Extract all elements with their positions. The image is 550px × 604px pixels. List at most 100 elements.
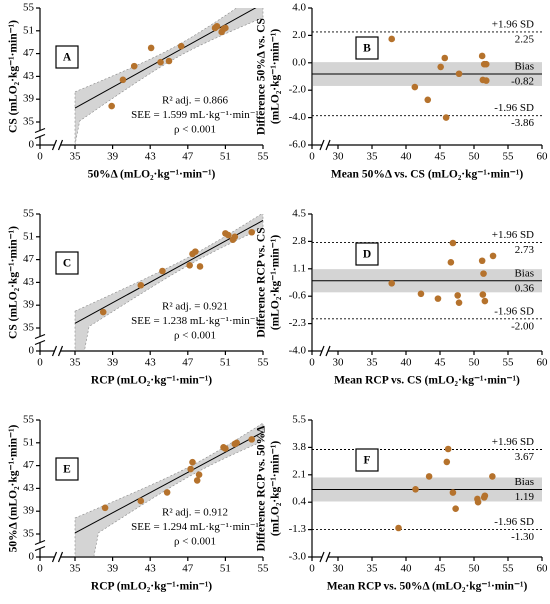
- reference-name: -1.96 SD: [494, 305, 534, 317]
- y-tick-label: 0.0: [292, 56, 306, 68]
- panel-label: F: [363, 455, 370, 467]
- y-tick-label: 47: [23, 47, 35, 59]
- x-axis-label: Mean RCP vs. CS (mLO₂·kg⁻¹·min⁻¹): [334, 375, 520, 387]
- x-tick-label: 55: [503, 563, 515, 575]
- x-tick-label: 43: [145, 151, 157, 163]
- x-tick-label: 0: [309, 563, 315, 575]
- y-tick-label: 2.1: [292, 468, 306, 480]
- data-point: [412, 486, 419, 493]
- axis-break: [57, 139, 64, 151]
- reference-value: 1.19: [515, 491, 535, 503]
- axis-break: [57, 551, 64, 563]
- annotation: ρ < 0.001: [174, 124, 216, 136]
- x-tick-label: 0: [37, 151, 43, 163]
- data-point: [474, 498, 482, 506]
- data-point: [449, 239, 457, 247]
- y-tick-label: -6.0: [289, 139, 307, 151]
- reference-value: 0.36: [515, 282, 535, 294]
- axis-break: [325, 551, 331, 563]
- data-point: [395, 524, 402, 532]
- panel: 0 30 35 40 45 50 55 60 -6.0 -4.0 -2.0 0.0 2.0 4.0 Mean…: [256, 2, 548, 181]
- reference-value: -1.30: [511, 531, 534, 543]
- data-point: [449, 489, 457, 496]
- data-point: [481, 492, 489, 500]
- data-point: [441, 54, 449, 62]
- y-axis-label: 50%Δ (mLO₂·kg⁻¹·min⁻¹): [8, 424, 20, 552]
- data-point: [233, 439, 240, 447]
- data-point: [424, 96, 432, 104]
- y-tick-label: -0.6: [289, 290, 307, 302]
- y-tick-label: 43: [23, 482, 35, 494]
- regression-line: [74, 431, 264, 534]
- x-tick-label: 40: [401, 563, 413, 575]
- x-tick-label: 60: [537, 357, 549, 369]
- axis-break: [319, 139, 325, 151]
- y-tick-label: 0: [29, 551, 35, 563]
- data-point: [189, 458, 196, 466]
- reference-value: 3.67: [515, 451, 535, 463]
- data-point: [222, 24, 229, 32]
- y-tick-label: 39: [23, 299, 35, 311]
- y-tick-label: 43: [23, 276, 35, 288]
- regression-line: [74, 8, 257, 109]
- y-tick-label: 35: [23, 528, 35, 540]
- x-tick-label: 35: [70, 357, 82, 369]
- data-point: [452, 505, 459, 512]
- annotation: ρ < 0.001: [174, 536, 216, 548]
- y-tick-label: 51: [23, 230, 34, 242]
- data-point: [455, 299, 463, 306]
- reference-name: Bias: [514, 61, 534, 73]
- data-point: [165, 57, 173, 65]
- data-point: [192, 248, 199, 255]
- panel-label-box: [55, 457, 79, 481]
- y-tick-label: 55: [23, 414, 35, 426]
- reference-value: 2.25: [515, 34, 535, 46]
- x-tick-label: 50: [469, 151, 481, 163]
- reference-value: 2.73: [515, 244, 535, 256]
- data-point: [101, 504, 109, 512]
- x-axis-label: Mean RCP vs. 50%Δ (mLO₂·kg⁻¹·min⁻¹): [327, 581, 528, 593]
- x-tick-label: 35: [367, 151, 379, 163]
- x-tick-label: 47: [182, 563, 194, 575]
- y-tick-label: -4.0: [289, 345, 307, 357]
- y-axis-label: Difference RCP vs. 50%Δ: [256, 425, 268, 552]
- panel-label-box: [355, 448, 379, 472]
- x-tick-label: 55: [258, 357, 270, 369]
- axis-break: [34, 545, 46, 552]
- data-point: [455, 70, 463, 78]
- reference-name: +1.96 SD: [492, 436, 534, 448]
- data-point: [157, 58, 164, 66]
- y-tick-label: 39: [23, 93, 35, 105]
- x-tick-label: 40: [401, 151, 413, 163]
- data-point: [434, 295, 442, 302]
- y-tick-label: 35: [23, 116, 35, 128]
- x-tick-label: 30: [333, 151, 345, 163]
- axis-break: [34, 339, 46, 346]
- data-point: [119, 76, 127, 84]
- data-point: [177, 42, 185, 50]
- annotation: SEE = 1.294 mL·kg⁻¹·min⁻¹: [131, 521, 259, 533]
- data-point: [481, 297, 489, 305]
- x-tick-label: 0: [37, 357, 43, 369]
- panel-label-box: [355, 242, 379, 266]
- x-tick-label: 0: [37, 563, 43, 575]
- data-point: [489, 252, 497, 260]
- panel: 0 30 35 40 45 50 55 60 -3.0 -1.3 0.4 2.1 3.8 5.5 Mean …: [256, 414, 548, 593]
- x-tick-label: 55: [503, 151, 515, 163]
- annotation: SEE = 1.599 mL·kg⁻¹·min⁻¹: [131, 109, 259, 121]
- x-tick-label: 35: [70, 151, 82, 163]
- y-tick-label: 3.8: [292, 441, 306, 453]
- y-tick-label: 51: [23, 24, 34, 36]
- data-point: [159, 267, 166, 275]
- axis-break: [319, 551, 325, 563]
- data-point: [482, 77, 490, 84]
- x-tick-label: 0: [309, 151, 315, 163]
- x-tick-label: 30: [333, 563, 345, 575]
- y-tick-label: 0.4: [292, 496, 306, 508]
- y-tick-label: 39: [23, 505, 35, 517]
- panel-label-box: [55, 45, 79, 69]
- panel-label: A: [63, 52, 72, 64]
- data-point: [411, 83, 419, 91]
- panel-label-box: [355, 36, 379, 60]
- x-tick-label: 39: [107, 563, 119, 575]
